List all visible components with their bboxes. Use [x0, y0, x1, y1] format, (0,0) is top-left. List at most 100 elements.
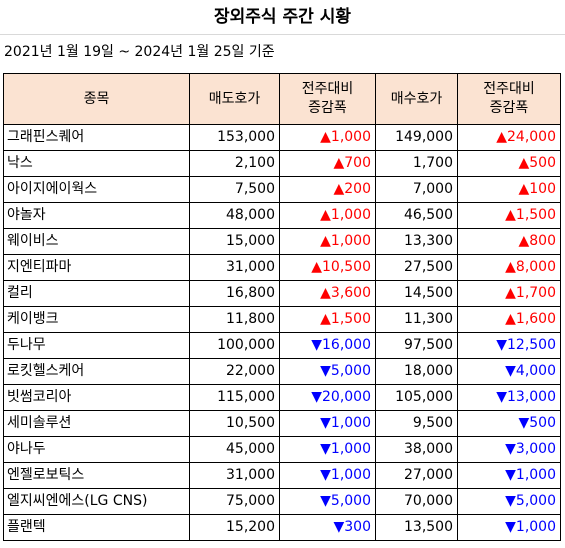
stock-name: 지엔티파마	[3, 254, 190, 281]
ask-change: ▼16,000	[279, 332, 376, 359]
ask-change: ▼300	[279, 514, 376, 541]
ask-change: ▼20,000	[279, 384, 376, 411]
ask-change: ▲1,000	[279, 124, 376, 151]
header-bid: 매수호가	[375, 73, 458, 125]
ask-price: 45,000	[189, 436, 280, 463]
page-title: 장외주식 주간 시황	[214, 7, 351, 27]
ask-price: 15,200	[189, 514, 280, 541]
ask-price: 115,000	[189, 384, 280, 411]
ask-price: 22,000	[189, 358, 280, 385]
table-row: 엘지씨엔에스(LG CNS) 75,000 ▼5,000 70,000 ▼5,000	[3, 488, 561, 515]
ask-change: ▼5,000	[279, 358, 376, 385]
table-row: 빗썸코리아 115,000 ▼20,000 105,000 ▼13,000	[3, 384, 561, 411]
bid-change: ▼3,000	[457, 436, 561, 463]
ask-price: 15,000	[189, 228, 280, 255]
stock-name: 플랜텍	[3, 514, 190, 541]
bid-price: 1,700	[375, 150, 458, 177]
header-ask-change-line1: 전주대비	[301, 81, 354, 97]
ask-price: 153,000	[189, 124, 280, 151]
header-ask-change: 전주대비 증감폭	[279, 73, 376, 125]
bid-change: ▲1,500	[457, 202, 561, 229]
stock-name: 빗썸코리아	[3, 384, 190, 411]
bid-price: 27,000	[375, 462, 458, 489]
bid-price: 70,000	[375, 488, 458, 515]
ask-price: 16,800	[189, 280, 280, 307]
stock-name: 두나무	[3, 332, 190, 359]
header-bid-change: 전주대비 증감폭	[457, 73, 561, 125]
table-row: 아이지에이웍스 7,500 ▲200 7,000 ▲100	[3, 176, 561, 203]
ask-change: ▲1,000	[279, 202, 376, 229]
bid-change: ▲24,000	[457, 124, 561, 151]
bid-change: ▼12,500	[457, 332, 561, 359]
table-body: 그래핀스퀘어 153,000 ▲1,000 149,000 ▲24,000 낙스 2,100…	[3, 124, 561, 541]
ask-change: ▲200	[279, 176, 376, 203]
stock-name: 그래핀스퀘어	[3, 124, 190, 151]
header-bid-change-line1: 전주대비	[483, 81, 535, 97]
bid-price: 105,000	[375, 384, 458, 411]
bid-price: 14,500	[375, 280, 458, 307]
stock-name: 엔젤로보틱스	[3, 462, 190, 489]
ask-price: 75,000	[189, 488, 280, 515]
bid-price: 9,500	[375, 410, 458, 437]
table-row: 세미솔루션 10,500 ▼1,000 9,500 ▼500	[3, 410, 561, 437]
header-name: 종목	[3, 73, 190, 125]
stock-name: 컬리	[3, 280, 190, 307]
table-row: 야놀자 48,000 ▲1,000 46,500 ▲1,500	[3, 202, 561, 229]
ask-price: 48,000	[189, 202, 280, 229]
date-range: 2021년 1월 19일 ~ 2024년 1월 25일 기준	[4, 44, 275, 60]
table-row: 컬리 16,800 ▲3,600 14,500 ▲1,700	[3, 280, 561, 307]
ask-change: ▲10,500	[279, 254, 376, 281]
bid-price: 46,500	[375, 202, 458, 229]
table-row: 두나무 100,000 ▼16,000 97,500 ▼12,500	[3, 332, 561, 359]
bid-change: ▼13,000	[457, 384, 561, 411]
ask-price: 2,100	[189, 150, 280, 177]
ask-price: 7,500	[189, 176, 280, 203]
ask-price: 31,000	[189, 254, 280, 281]
stock-table: 종목 매도호가 전주대비 증감폭 매수호가 전주대비 증감폭 그래핀스퀘어 153…	[3, 73, 561, 541]
bid-price: 13,500	[375, 514, 458, 541]
table-row: 플랜텍 15,200 ▼300 13,500 ▼1,000	[3, 514, 561, 541]
header-ask: 매도호가	[189, 73, 280, 125]
bid-change: ▲100	[457, 176, 561, 203]
bid-change: ▼1,000	[457, 514, 561, 541]
bid-change: ▼5,000	[457, 488, 561, 515]
table-row: 엔젤로보틱스 31,000 ▼1,000 27,000 ▼1,000	[3, 462, 561, 489]
table-row: 케이뱅크 11,800 ▲1,500 11,300 ▲1,600	[3, 306, 561, 333]
ask-change: ▼1,000	[279, 410, 376, 437]
bid-price: 18,000	[375, 358, 458, 385]
ask-change: ▲700	[279, 150, 376, 177]
table-row: 그래핀스퀘어 153,000 ▲1,000 149,000 ▲24,000	[3, 124, 561, 151]
bid-change: ▼4,000	[457, 358, 561, 385]
header-ask-change-line2: 증감폭	[308, 100, 347, 116]
bid-change: ▲1,700	[457, 280, 561, 307]
bid-price: 13,300	[375, 228, 458, 255]
ask-price: 11,800	[189, 306, 280, 333]
header-bid-change-line2: 증감폭	[489, 100, 529, 116]
bid-change: ▲800	[457, 228, 561, 255]
bid-change: ▲1,600	[457, 306, 561, 333]
bid-price: 27,500	[375, 254, 458, 281]
table-row: 로킷헬스케어 22,000 ▼5,000 18,000 ▼4,000	[3, 358, 561, 385]
stock-name: 야놀자	[3, 202, 190, 229]
bid-change: ▲8,000	[457, 254, 561, 281]
bid-price: 97,500	[375, 332, 458, 359]
ask-change: ▼1,000	[279, 462, 376, 489]
ask-price: 10,500	[189, 410, 280, 437]
stock-name: 엘지씨엔에스(LG CNS)	[3, 488, 190, 515]
bid-price: 7,000	[375, 176, 458, 203]
bid-change: ▼500	[457, 410, 561, 437]
bid-change: ▼1,000	[457, 462, 561, 489]
bid-price: 38,000	[375, 436, 458, 463]
ask-change: ▲1,000	[279, 228, 376, 255]
table-header-row: 종목 매도호가 전주대비 증감폭 매수호가 전주대비 증감폭	[3, 73, 561, 125]
bid-change: ▲500	[457, 150, 561, 177]
bid-price: 11,300	[375, 306, 458, 333]
table-row: 낙스 2,100 ▲700 1,700 ▲500	[3, 150, 561, 177]
ask-change: ▼1,000	[279, 436, 376, 463]
stock-name: 웨이비스	[3, 228, 190, 255]
stock-name: 낙스	[3, 150, 190, 177]
stock-name: 로킷헬스케어	[3, 358, 190, 385]
ask-price: 100,000	[189, 332, 280, 359]
bid-price: 149,000	[375, 124, 458, 151]
stock-name: 아이지에이웍스	[3, 176, 190, 203]
